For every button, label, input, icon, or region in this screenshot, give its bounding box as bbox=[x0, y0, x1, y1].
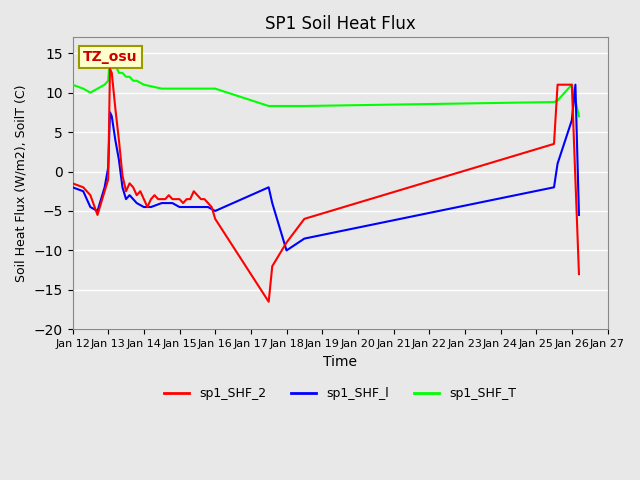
Title: SP1 Soil Heat Flux: SP1 Soil Heat Flux bbox=[264, 15, 415, 33]
Legend: sp1_SHF_2, sp1_SHF_l, sp1_SHF_T: sp1_SHF_2, sp1_SHF_l, sp1_SHF_T bbox=[159, 382, 521, 405]
Y-axis label: Soil Heat Flux (W/m2), SoilT (C): Soil Heat Flux (W/m2), SoilT (C) bbox=[15, 84, 28, 282]
X-axis label: Time: Time bbox=[323, 355, 357, 369]
Text: TZ_osu: TZ_osu bbox=[83, 50, 138, 64]
